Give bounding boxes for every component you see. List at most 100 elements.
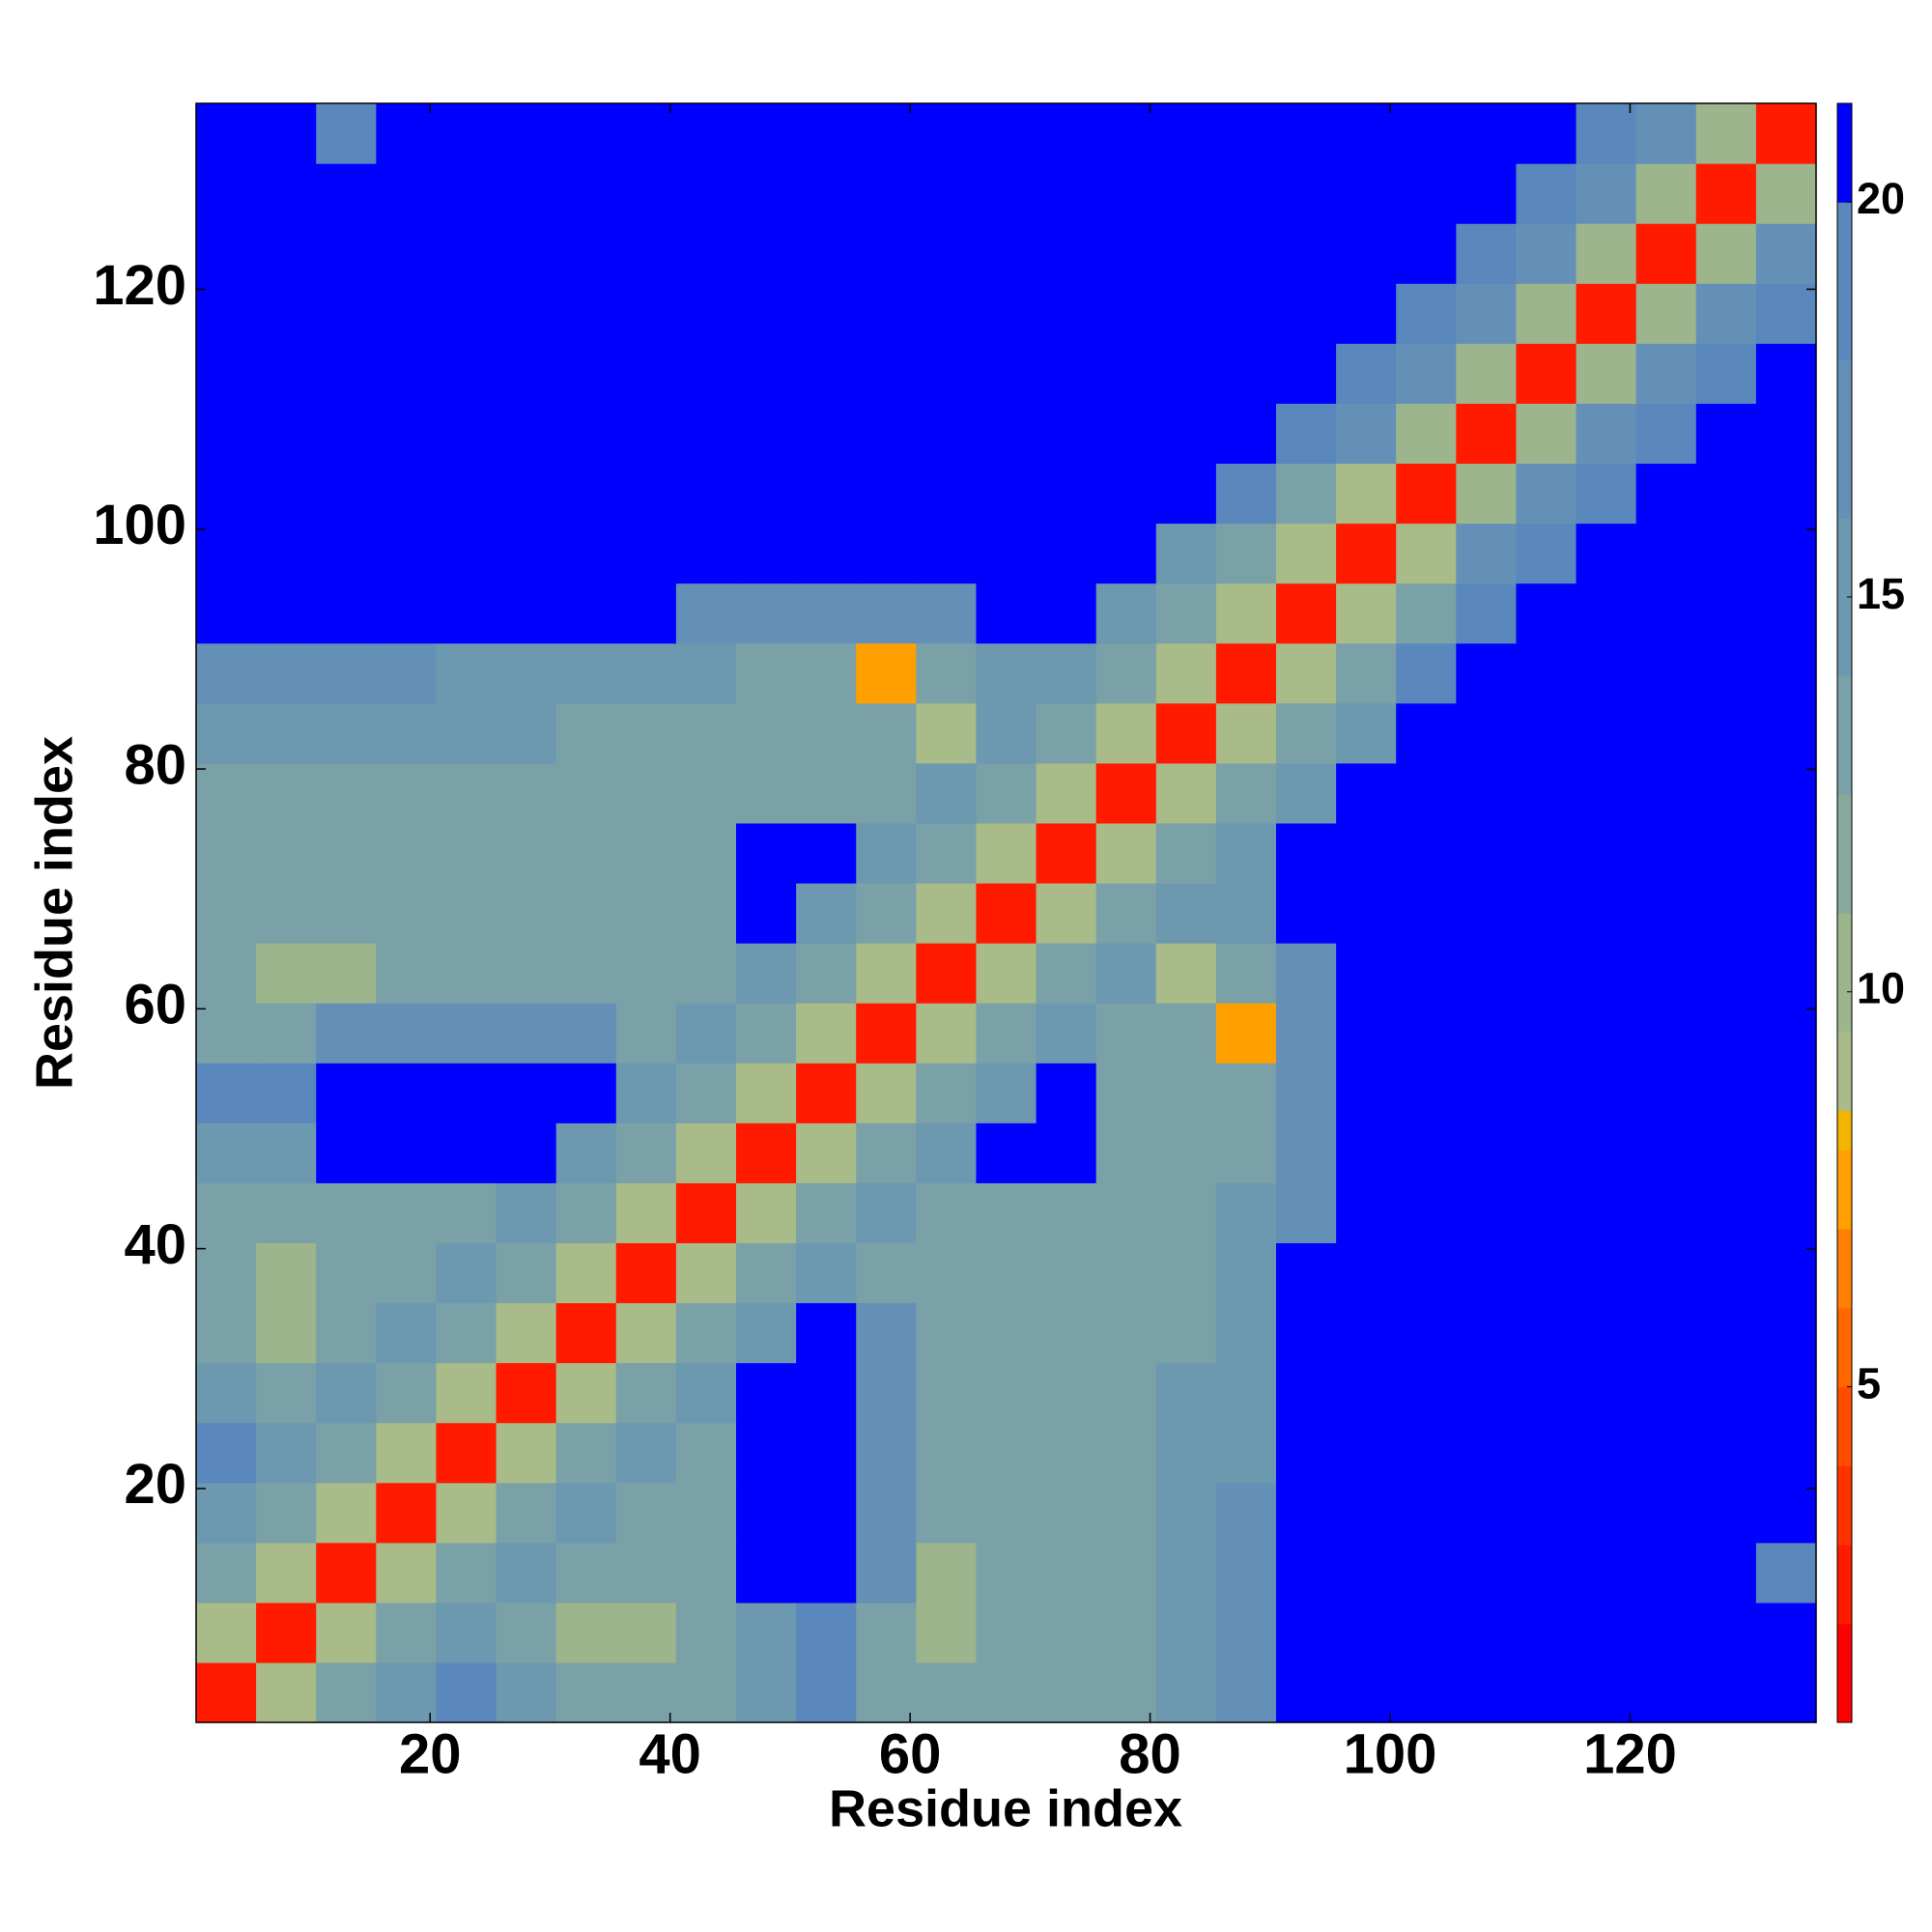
heatmap-cell [496,1302,557,1364]
heatmap-cell [555,1542,617,1604]
heatmap-cell [1095,582,1157,644]
heatmap-cell [316,343,377,404]
heatmap-cell [1635,702,1697,764]
heatmap-cell [1635,343,1697,404]
heatmap-cell [615,1063,677,1123]
heatmap-cell [555,882,617,944]
heatmap-cell [496,1003,557,1064]
colorbar-tick-label: 5 [1857,1358,1881,1407]
heatmap-cell [1215,582,1277,644]
heatmap-cell [376,1602,438,1663]
heatmap-cell [496,702,557,764]
colorbar-band [1837,1110,1852,1151]
heatmap-cell [1576,642,1637,704]
x-tick-label: 80 [1119,1722,1181,1785]
heatmap-cell [256,642,317,704]
heatmap-cell [736,103,797,164]
heatmap-cell [1576,582,1637,644]
heatmap-cell [675,523,737,584]
heatmap-cell [1155,642,1217,704]
heatmap-cell [1095,1063,1157,1123]
heatmap-cell [496,1482,557,1544]
heatmap-cell [615,702,677,764]
heatmap-cell [316,283,377,344]
heatmap-cell [1036,822,1097,884]
heatmap-cell [555,1182,617,1244]
heatmap-cell [1396,762,1457,824]
heatmap-cell [796,463,857,525]
heatmap-cell [1635,1422,1697,1484]
heatmap-cell [376,1182,438,1244]
heatmap-cell [856,702,917,764]
colorbar-tick-label: 15 [1857,569,1905,618]
heatmap-cell [436,1662,497,1723]
heatmap-cell [1456,822,1518,884]
heatmap-cell [1576,822,1637,884]
heatmap-cell [256,1063,317,1123]
heatmap-cell [436,1362,497,1424]
heatmap-cell [675,1063,737,1123]
heatmap-cell [856,762,917,824]
heatmap-cell [1456,1182,1518,1244]
heatmap-cell [436,223,497,284]
heatmap-cell [1576,343,1637,404]
heatmap-cell [675,1422,737,1484]
heatmap-cell [736,283,797,344]
heatmap-cell [1396,1602,1457,1663]
heatmap-cell [196,523,257,584]
heatmap-cell [196,702,257,764]
heatmap-cell [796,1122,857,1183]
heatmap-cell [1635,103,1697,164]
heatmap-cell [1215,762,1277,824]
heatmap-cell [1396,283,1457,344]
x-tick-label: 100 [1344,1722,1437,1785]
heatmap-cell [1155,1362,1217,1424]
heatmap-cell [976,523,1037,584]
colorbar-band [1837,1150,1852,1230]
heatmap-cell [856,882,917,944]
heatmap-cell [1036,343,1097,404]
heatmap-cell [796,642,857,704]
heatmap-cell [1516,882,1577,944]
heatmap-cell [1695,1422,1757,1484]
heatmap-cell [976,403,1037,465]
heatmap-cell [675,1602,737,1663]
heatmap-cell [976,103,1037,164]
heatmap-cell [196,1482,257,1544]
heatmap-cell [1456,283,1518,344]
heatmap-cell [256,582,317,644]
heatmap-cell [796,1362,857,1424]
heatmap-cell [615,1422,677,1484]
colorbar-tick-label: 20 [1857,174,1905,223]
heatmap-cell [1576,403,1637,465]
heatmap-cell [1036,1362,1097,1424]
heatmap-cell [1336,463,1397,525]
heatmap-cell [316,1422,377,1484]
colorbar-band [1837,913,1852,1033]
heatmap-cell [316,1242,377,1304]
heatmap-cell [1215,1242,1277,1304]
colorbar-tick-label: 10 [1857,964,1905,1013]
heatmap-cell [856,1063,917,1123]
heatmap-cell [736,1182,797,1244]
heatmap-cell [1036,1182,1097,1244]
heatmap-cell [256,463,317,525]
heatmap-cell [1516,403,1577,465]
heatmap-cell [1695,1242,1757,1304]
heatmap-cell [1276,642,1337,704]
heatmap-cell [1095,283,1157,344]
heatmap-cell [1155,223,1217,284]
heatmap-cell [316,642,377,704]
heatmap-cell [796,822,857,884]
heatmap-cell [436,103,497,164]
heatmap-cell [496,103,557,164]
heatmap-cell [675,463,737,525]
heatmap-cell [675,882,737,944]
heatmap-cell [1215,1302,1277,1364]
heatmap-cell [1215,463,1277,525]
heatmap-cell [615,1362,677,1424]
heatmap-cell [916,523,978,584]
heatmap-cell [1095,343,1157,404]
heatmap-cell [736,1003,797,1064]
heatmap-cell [376,283,438,344]
